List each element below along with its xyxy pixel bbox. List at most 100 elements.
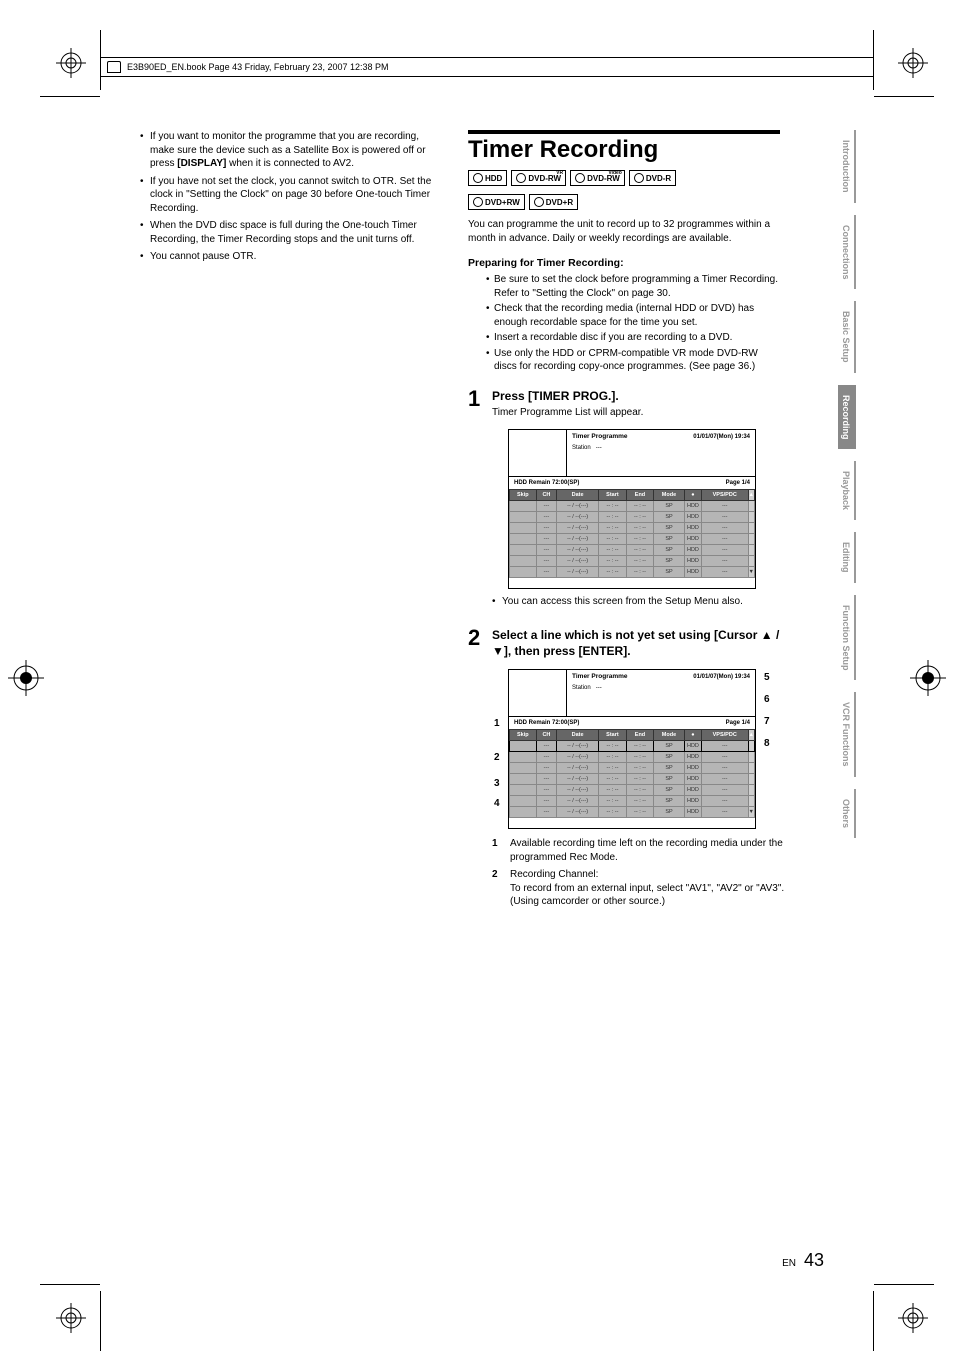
table-cell: SP [654, 807, 685, 818]
side-tab[interactable]: Function Setup [838, 595, 856, 681]
table-row: ----- / --(---)-- : ---- : --SPHDD--- [510, 556, 755, 567]
disc-icon [473, 173, 483, 183]
table-cell: -- / --(---) [557, 501, 599, 512]
table-cell: -- / --(---) [557, 567, 599, 578]
table-row: ----- / --(---)-- : ---- : --SPHDD--- [510, 741, 755, 752]
step-head: Press [TIMER PROG.]. [492, 388, 780, 404]
hdd-remain: HDD Remain 72:00(SP) [514, 719, 579, 727]
timer-programme-annotated: Timer Programme 01/01/07(Mon) 19:34 Stat… [508, 669, 788, 829]
table-cell: --- [536, 774, 557, 785]
table-cell [510, 807, 537, 818]
table-cell: HDD [684, 796, 701, 807]
table-row: ----- / --(---)-- : ---- : --SPHDD--- [510, 512, 755, 523]
side-tab[interactable]: Playback [838, 461, 856, 520]
format-badge: DVD-RWVideo [570, 170, 625, 186]
table-cell: HDD [684, 785, 701, 796]
reg-mark-icon [898, 48, 928, 78]
scroll-cell [748, 741, 754, 752]
page-content: •If you want to monitor the programme th… [140, 130, 780, 913]
table-cell: -- : -- [598, 807, 626, 818]
scroll-cell [748, 774, 754, 785]
table-cell: HDD [684, 774, 701, 785]
table-cell: --- [536, 763, 557, 774]
reg-target-icon [910, 660, 946, 696]
left-column: •If you want to monitor the programme th… [140, 130, 440, 913]
prep-item: •Use only the HDD or CPRM-compatible VR … [486, 347, 780, 374]
timer-programme-screen: Timer Programme 01/01/07(Mon) 19:34 Stat… [508, 669, 756, 829]
table-cell: -- : -- [626, 774, 653, 785]
side-tab[interactable]: Introduction [838, 130, 856, 203]
callout-5: 5 [764, 671, 770, 685]
table-cell: -- / --(---) [557, 534, 599, 545]
scroll-cell [748, 523, 754, 534]
scroll-header: ▲ [748, 730, 754, 741]
table-row: ----- / --(---)-- : ---- : --SPHDD--- [510, 545, 755, 556]
scroll-cell [748, 534, 754, 545]
table-cell [510, 785, 537, 796]
table-cell: --- [536, 567, 557, 578]
table-cell: -- / --(---) [557, 741, 599, 752]
table-cell: -- : -- [598, 523, 626, 534]
page-footer: EN 43 [782, 1250, 824, 1271]
scroll-cell [748, 556, 754, 567]
bullet-item: •If you want to monitor the programme th… [140, 130, 440, 171]
table-cell: SP [654, 741, 685, 752]
table-cell: HDD [684, 807, 701, 818]
side-tab[interactable]: Connections [838, 215, 856, 290]
reg-target-icon [8, 660, 44, 696]
disc-icon [575, 173, 585, 183]
table-cell: -- / --(---) [557, 556, 599, 567]
table-cell: SP [654, 567, 685, 578]
scroll-cell [748, 752, 754, 763]
table-cell: SP [654, 501, 685, 512]
scroll-cell [748, 512, 754, 523]
table-cell: -- : -- [626, 523, 653, 534]
table-cell: --- [701, 796, 748, 807]
station-label: Station [572, 685, 591, 691]
table-cell: --- [536, 796, 557, 807]
table-row: ----- / --(---)-- : ---- : --SPHDD---▼ [510, 807, 755, 818]
side-tab[interactable]: VCR Functions [838, 692, 856, 777]
table-cell: --- [701, 501, 748, 512]
callout-8: 8 [764, 737, 770, 751]
station-label: Station [572, 445, 591, 451]
table-cell [510, 534, 537, 545]
table-cell: -- / --(---) [557, 763, 599, 774]
table-header: Skip [510, 730, 537, 741]
table-cell: HDD [684, 752, 701, 763]
table-cell: -- : -- [598, 774, 626, 785]
table-cell: -- / --(---) [557, 523, 599, 534]
side-tab[interactable]: Recording [838, 385, 856, 450]
scroll-cell [748, 501, 754, 512]
preview-box [509, 670, 567, 716]
table-cell: -- : -- [598, 534, 626, 545]
table-header: End [626, 490, 653, 501]
side-tab[interactable]: Basic Setup [838, 301, 856, 373]
table-cell: SP [654, 785, 685, 796]
side-tab[interactable]: Editing [838, 532, 856, 583]
table-cell: --- [536, 807, 557, 818]
table-header: Skip [510, 490, 537, 501]
table-cell: --- [701, 523, 748, 534]
table-cell: --- [536, 752, 557, 763]
table-cell: --- [701, 741, 748, 752]
table-row: ----- / --(---)-- : ---- : --SPHDD--- [510, 752, 755, 763]
table-cell [510, 752, 537, 763]
station-value: --- [596, 685, 602, 691]
table-cell [510, 796, 537, 807]
side-tabs: Introduction Connections Basic Setup Record… [838, 130, 856, 850]
table-cell: -- : -- [626, 501, 653, 512]
table-cell: -- : -- [598, 796, 626, 807]
side-tab[interactable]: Others [838, 789, 856, 838]
prep-list: •Be sure to set the clock before program… [468, 273, 780, 374]
header-text: E3B90ED_EN.book Page 43 Friday, February… [127, 62, 389, 72]
table-cell: HDD [684, 741, 701, 752]
scroll-cell: ▼ [748, 807, 754, 818]
table-cell: --- [701, 752, 748, 763]
table-cell: SP [654, 752, 685, 763]
table-cell: -- : -- [626, 752, 653, 763]
table-cell: --- [701, 807, 748, 818]
table-cell [510, 763, 537, 774]
table-header: CH [536, 490, 557, 501]
table-header: Date [557, 730, 599, 741]
